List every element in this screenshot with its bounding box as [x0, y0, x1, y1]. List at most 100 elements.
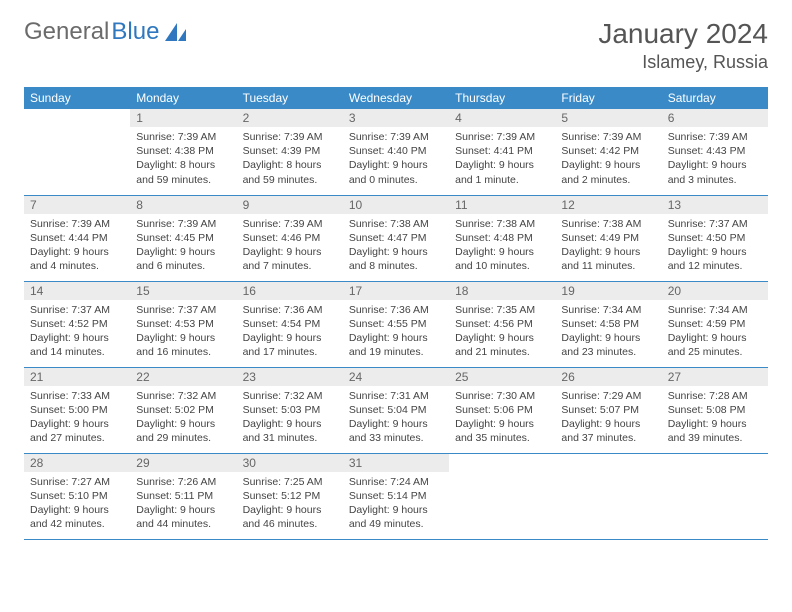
day-sunset: Sunset: 5:03 PM [243, 403, 337, 417]
day-sunset: Sunset: 4:39 PM [243, 144, 337, 158]
day-body: Sunrise: 7:39 AMSunset: 4:43 PMDaylight:… [662, 127, 768, 192]
calendar-cell: 30Sunrise: 7:25 AMSunset: 5:12 PMDayligh… [237, 453, 343, 539]
day-day1: Daylight: 9 hours [349, 417, 443, 431]
day-sunset: Sunset: 5:08 PM [668, 403, 762, 417]
day-day1: Daylight: 9 hours [349, 331, 443, 345]
day-sunset: Sunset: 4:45 PM [136, 231, 230, 245]
day-sunset: Sunset: 5:11 PM [136, 489, 230, 503]
day-day1: Daylight: 9 hours [561, 331, 655, 345]
day-sunrise: Sunrise: 7:39 AM [668, 130, 762, 144]
day-sunrise: Sunrise: 7:39 AM [243, 130, 337, 144]
day-day1: Daylight: 9 hours [349, 503, 443, 517]
calendar-row: 1Sunrise: 7:39 AMSunset: 4:38 PMDaylight… [24, 109, 768, 195]
day-day1: Daylight: 8 hours [243, 158, 337, 172]
day-sunset: Sunset: 5:06 PM [455, 403, 549, 417]
day-number: 19 [555, 282, 661, 300]
day-sunrise: Sunrise: 7:31 AM [349, 389, 443, 403]
day-sunrise: Sunrise: 7:37 AM [136, 303, 230, 317]
day-sunset: Sunset: 4:56 PM [455, 317, 549, 331]
day-body: Sunrise: 7:37 AMSunset: 4:50 PMDaylight:… [662, 214, 768, 279]
day-body: Sunrise: 7:39 AMSunset: 4:45 PMDaylight:… [130, 214, 236, 279]
day-sunrise: Sunrise: 7:39 AM [561, 130, 655, 144]
calendar-cell [662, 453, 768, 539]
day-day2: and 1 minute. [455, 173, 549, 187]
day-body: Sunrise: 7:39 AMSunset: 4:39 PMDaylight:… [237, 127, 343, 192]
day-number: 8 [130, 196, 236, 214]
day-number: 30 [237, 454, 343, 472]
weekday-header: Monday [130, 87, 236, 109]
day-sunrise: Sunrise: 7:34 AM [561, 303, 655, 317]
day-day2: and 59 minutes. [136, 173, 230, 187]
day-day1: Daylight: 9 hours [30, 503, 124, 517]
day-day2: and 33 minutes. [349, 431, 443, 445]
day-body: Sunrise: 7:37 AMSunset: 4:52 PMDaylight:… [24, 300, 130, 365]
day-day2: and 19 minutes. [349, 345, 443, 359]
day-day2: and 7 minutes. [243, 259, 337, 273]
calendar-cell [555, 453, 661, 539]
calendar-table: Sunday Monday Tuesday Wednesday Thursday… [24, 87, 768, 540]
calendar-cell: 25Sunrise: 7:30 AMSunset: 5:06 PMDayligh… [449, 367, 555, 453]
day-sunset: Sunset: 4:40 PM [349, 144, 443, 158]
day-body: Sunrise: 7:37 AMSunset: 4:53 PMDaylight:… [130, 300, 236, 365]
day-day2: and 6 minutes. [136, 259, 230, 273]
day-number: 20 [662, 282, 768, 300]
day-day1: Daylight: 9 hours [243, 331, 337, 345]
calendar-cell: 24Sunrise: 7:31 AMSunset: 5:04 PMDayligh… [343, 367, 449, 453]
day-sunrise: Sunrise: 7:27 AM [30, 475, 124, 489]
day-day2: and 59 minutes. [243, 173, 337, 187]
day-sunrise: Sunrise: 7:38 AM [349, 217, 443, 231]
day-sunset: Sunset: 4:43 PM [668, 144, 762, 158]
day-sunrise: Sunrise: 7:28 AM [668, 389, 762, 403]
day-body: Sunrise: 7:24 AMSunset: 5:14 PMDaylight:… [343, 472, 449, 537]
day-sunrise: Sunrise: 7:36 AM [349, 303, 443, 317]
calendar-cell: 27Sunrise: 7:28 AMSunset: 5:08 PMDayligh… [662, 367, 768, 453]
day-number: 10 [343, 196, 449, 214]
day-day1: Daylight: 9 hours [561, 417, 655, 431]
day-number: 31 [343, 454, 449, 472]
day-day1: Daylight: 9 hours [136, 503, 230, 517]
day-number: 1 [130, 109, 236, 127]
day-day2: and 12 minutes. [668, 259, 762, 273]
calendar-cell: 18Sunrise: 7:35 AMSunset: 4:56 PMDayligh… [449, 281, 555, 367]
day-number: 28 [24, 454, 130, 472]
day-day1: Daylight: 9 hours [349, 158, 443, 172]
calendar-row: 21Sunrise: 7:33 AMSunset: 5:00 PMDayligh… [24, 367, 768, 453]
day-day1: Daylight: 9 hours [668, 331, 762, 345]
day-body: Sunrise: 7:39 AMSunset: 4:44 PMDaylight:… [24, 214, 130, 279]
day-number: 16 [237, 282, 343, 300]
day-day1: Daylight: 9 hours [136, 245, 230, 259]
day-body: Sunrise: 7:28 AMSunset: 5:08 PMDaylight:… [662, 386, 768, 451]
day-body: Sunrise: 7:30 AMSunset: 5:06 PMDaylight:… [449, 386, 555, 451]
calendar-cell: 14Sunrise: 7:37 AMSunset: 4:52 PMDayligh… [24, 281, 130, 367]
day-number: 14 [24, 282, 130, 300]
day-sunset: Sunset: 4:41 PM [455, 144, 549, 158]
day-sunrise: Sunrise: 7:26 AM [136, 475, 230, 489]
logo-word-general: General [24, 18, 109, 46]
day-day1: Daylight: 9 hours [30, 417, 124, 431]
calendar-cell [24, 109, 130, 195]
calendar-cell: 26Sunrise: 7:29 AMSunset: 5:07 PMDayligh… [555, 367, 661, 453]
calendar-cell: 10Sunrise: 7:38 AMSunset: 4:47 PMDayligh… [343, 195, 449, 281]
calendar-cell [449, 453, 555, 539]
day-day2: and 0 minutes. [349, 173, 443, 187]
day-day1: Daylight: 9 hours [668, 417, 762, 431]
day-day2: and 42 minutes. [30, 517, 124, 531]
day-number: 23 [237, 368, 343, 386]
day-sunset: Sunset: 4:49 PM [561, 231, 655, 245]
day-day2: and 35 minutes. [455, 431, 549, 445]
day-sunrise: Sunrise: 7:32 AM [136, 389, 230, 403]
calendar-cell: 19Sunrise: 7:34 AMSunset: 4:58 PMDayligh… [555, 281, 661, 367]
day-sunset: Sunset: 4:46 PM [243, 231, 337, 245]
day-sunrise: Sunrise: 7:39 AM [136, 217, 230, 231]
day-sunrise: Sunrise: 7:38 AM [455, 217, 549, 231]
day-day2: and 39 minutes. [668, 431, 762, 445]
day-sunrise: Sunrise: 7:30 AM [455, 389, 549, 403]
day-day2: and 37 minutes. [561, 431, 655, 445]
day-sunrise: Sunrise: 7:37 AM [668, 217, 762, 231]
day-day2: and 27 minutes. [30, 431, 124, 445]
calendar-cell: 15Sunrise: 7:37 AMSunset: 4:53 PMDayligh… [130, 281, 236, 367]
day-body: Sunrise: 7:36 AMSunset: 4:54 PMDaylight:… [237, 300, 343, 365]
day-body: Sunrise: 7:36 AMSunset: 4:55 PMDaylight:… [343, 300, 449, 365]
day-body: Sunrise: 7:35 AMSunset: 4:56 PMDaylight:… [449, 300, 555, 365]
day-body: Sunrise: 7:39 AMSunset: 4:40 PMDaylight:… [343, 127, 449, 192]
